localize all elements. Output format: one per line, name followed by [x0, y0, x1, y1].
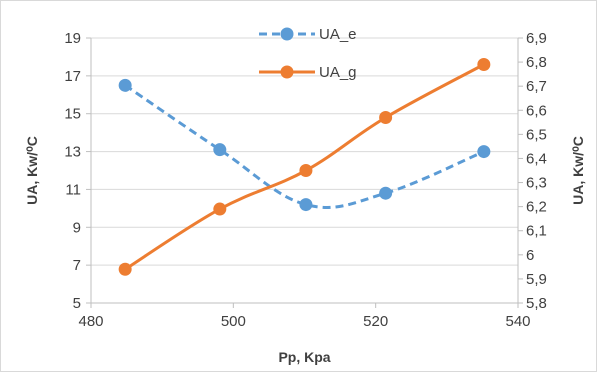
data-point: [477, 58, 491, 71]
data-point: [213, 143, 227, 157]
y-tick-label: 5: [73, 295, 81, 312]
y2-tick-label: 6,4: [526, 150, 547, 167]
y2-tick-label: 5,9: [526, 271, 547, 288]
series-UA_g: [118, 58, 491, 276]
legend-swatch-marker: [280, 27, 294, 41]
x-tick-label: 520: [363, 313, 388, 330]
data-point: [299, 198, 313, 212]
y2-tick-label: 6,9: [526, 30, 547, 47]
axes: 5 7 9 11 13 15 17 19 5,8 5,9 6 6,1 6,2 6,3 6,4 6,5 6,6 6,…: [64, 30, 547, 330]
y-tick-label: 9: [73, 219, 81, 236]
y2-tick-label: 6,2: [526, 199, 547, 216]
y-tick-label: 19: [64, 30, 81, 47]
legend: UA_e UA_g: [259, 26, 357, 81]
data-point: [118, 78, 132, 92]
y2-axis-label: UA, Kw/⁰C: [570, 136, 586, 205]
y-tick-label: 11: [65, 181, 81, 198]
data-point: [379, 186, 393, 200]
y-tick-label: 7: [73, 257, 81, 274]
x-tick-label: 500: [221, 313, 246, 330]
y2-tick-label: 6,8: [526, 54, 547, 71]
legend-entry: UA_g: [259, 64, 357, 81]
data-point: [379, 111, 393, 124]
data-point: [477, 145, 491, 159]
legend-label: UA_g: [319, 64, 357, 81]
y2-tick-label: 6: [526, 247, 534, 264]
x-axis-label: Pp, Kpa: [278, 349, 330, 365]
x-tick-label: 540: [505, 313, 530, 330]
data-point: [118, 262, 132, 276]
data-point: [213, 202, 227, 216]
y2-tick-label: 6,7: [526, 78, 547, 95]
series: [118, 58, 491, 276]
y2-tick-label: 6,3: [526, 175, 547, 192]
y2-tick-label: 5,8: [526, 295, 547, 312]
gridlines: [91, 37, 518, 266]
legend-label: UA_e: [319, 26, 357, 43]
legend-entry: UA_e: [259, 26, 357, 43]
x-tick-label: 480: [78, 313, 103, 330]
y-tick-label: 17: [64, 68, 81, 85]
y-axis-label: UA, Kw/⁰C: [24, 136, 40, 205]
y2-tick-label: 6,1: [526, 223, 547, 240]
y-tick-label: 13: [64, 144, 81, 161]
data-point: [299, 164, 313, 177]
y-tick-label: 15: [64, 106, 81, 123]
y2-tick-label: 6,5: [526, 126, 547, 143]
legend-swatch-marker: [280, 65, 294, 79]
series-UA_e: [118, 78, 491, 212]
y2-tick-label: 6,6: [526, 102, 547, 119]
